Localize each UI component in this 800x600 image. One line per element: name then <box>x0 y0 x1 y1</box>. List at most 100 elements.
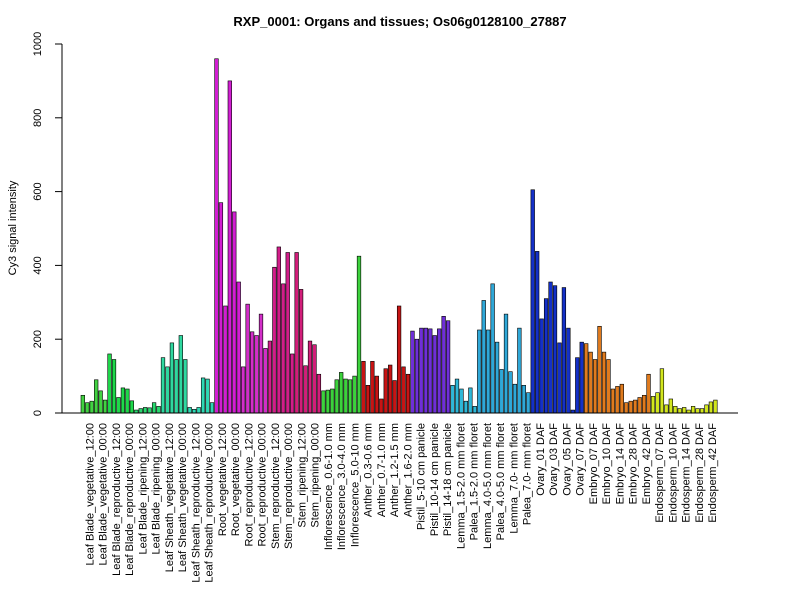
bar <box>668 398 673 414</box>
x-tick-label: Leaf Blade_ripening_12:00 <box>137 423 149 555</box>
x-tick-label: Anther_1.2-1.5 mm <box>389 423 401 517</box>
bar <box>241 366 246 414</box>
bar <box>561 287 567 414</box>
bar <box>316 373 322 414</box>
x-tick-label: Embryo_10 DAF <box>601 423 613 505</box>
bar <box>601 351 607 414</box>
bar <box>89 400 94 414</box>
x-tick-label: Embryo_14 DAF <box>614 423 626 505</box>
bar <box>396 305 402 414</box>
bar <box>169 342 175 414</box>
bar <box>610 388 616 414</box>
bar <box>143 407 148 414</box>
x-tick-label: Palea_1.5-2.0 mm floret <box>469 423 481 540</box>
bar <box>481 300 486 414</box>
bar <box>592 359 598 414</box>
bar <box>312 344 317 414</box>
bar <box>615 386 620 414</box>
x-axis-labels: Leaf Blade_vegetative_12:00 Leaf Blade_ve… <box>85 423 720 583</box>
bar <box>361 361 366 414</box>
bar <box>245 303 250 414</box>
x-tick-label: Anther_1.6-2.0 mm <box>402 423 414 517</box>
bar <box>419 327 424 414</box>
x-tick-label: Inflorescence_3.0-4.0 mm <box>336 423 348 550</box>
bar <box>428 328 433 414</box>
bar <box>548 281 553 414</box>
x-tick-label: Anther_0.3-0.6 mm <box>363 423 375 517</box>
bar <box>606 359 611 414</box>
bar <box>116 397 121 414</box>
bar <box>499 369 504 414</box>
bar <box>619 383 624 414</box>
y-tick-label: 400 <box>32 256 44 274</box>
bar <box>147 407 152 414</box>
x-tick-label: Endosperm_28 DAF <box>694 423 706 523</box>
bar <box>325 389 330 414</box>
bar <box>192 409 197 414</box>
bar <box>566 327 571 414</box>
bar <box>543 298 549 414</box>
bar <box>232 211 237 414</box>
y-tick-label: 800 <box>32 109 44 127</box>
bar <box>303 365 308 414</box>
bar <box>343 378 348 414</box>
x-tick-label: Ovary_05 DAF <box>561 423 573 496</box>
bar <box>650 396 656 414</box>
bar <box>539 318 544 414</box>
x-tick-label: Leaf Sheath_vegetative_12:00 <box>164 423 176 572</box>
bar <box>472 406 477 414</box>
bar <box>290 353 295 414</box>
bar <box>347 379 353 414</box>
bar <box>125 388 130 414</box>
bar <box>423 327 428 414</box>
x-tick-label: Leaf Blade_ripening_00:00 <box>151 423 163 555</box>
bar <box>165 366 170 414</box>
bar <box>664 404 669 414</box>
x-tick-label: Pistil_14-18 cm panicle <box>442 423 454 536</box>
bar <box>512 383 518 414</box>
bar <box>339 372 344 414</box>
x-tick-label: Embryo_28 DAF <box>628 423 640 505</box>
x-tick-label: Ovary_07 DAF <box>575 423 587 496</box>
bar <box>463 400 469 414</box>
bar <box>174 359 179 414</box>
bar <box>258 313 264 414</box>
x-tick-label: Root_reproductive_12:00 <box>243 423 255 547</box>
bar <box>223 305 228 414</box>
x-tick-label: Pistil_5-10 cm panicle <box>416 423 428 530</box>
bar <box>321 390 326 414</box>
bar <box>410 330 415 414</box>
x-tick-label: Leaf Sheath_reproductive_12:00 <box>190 423 202 583</box>
x-tick-label: Leaf Sheath_reproductive_00:00 <box>204 423 216 583</box>
x-tick-label: Inflorescence_5.0-10 mm <box>349 423 361 547</box>
bar <box>379 398 384 414</box>
bar <box>494 341 500 414</box>
bar <box>307 340 313 414</box>
bar <box>521 385 526 414</box>
bar <box>205 378 210 414</box>
bar <box>633 399 638 414</box>
bar <box>102 399 108 414</box>
bar <box>628 400 633 414</box>
bar <box>530 189 535 414</box>
x-tick-label: Endosperm_42 DAF <box>707 423 719 523</box>
bar <box>508 371 513 414</box>
bar <box>107 353 112 414</box>
y-axis: 0 200 400 600 800 1000 <box>32 32 63 416</box>
bar <box>160 357 166 414</box>
x-tick-label: Endosperm_14 DAF <box>681 423 693 523</box>
bar <box>673 406 678 414</box>
bar <box>552 285 558 414</box>
x-tick-label: Leaf Blade_vegetative_12:00 <box>85 423 97 566</box>
bar <box>356 255 362 414</box>
bar <box>200 377 206 414</box>
x-tick-label: Stem_reproductive_12:00 <box>270 423 282 549</box>
bar <box>677 408 682 414</box>
bar <box>450 385 455 414</box>
bar <box>209 402 215 414</box>
bar <box>272 266 277 414</box>
bar <box>276 246 281 414</box>
bar <box>432 335 437 414</box>
bar <box>624 402 629 414</box>
